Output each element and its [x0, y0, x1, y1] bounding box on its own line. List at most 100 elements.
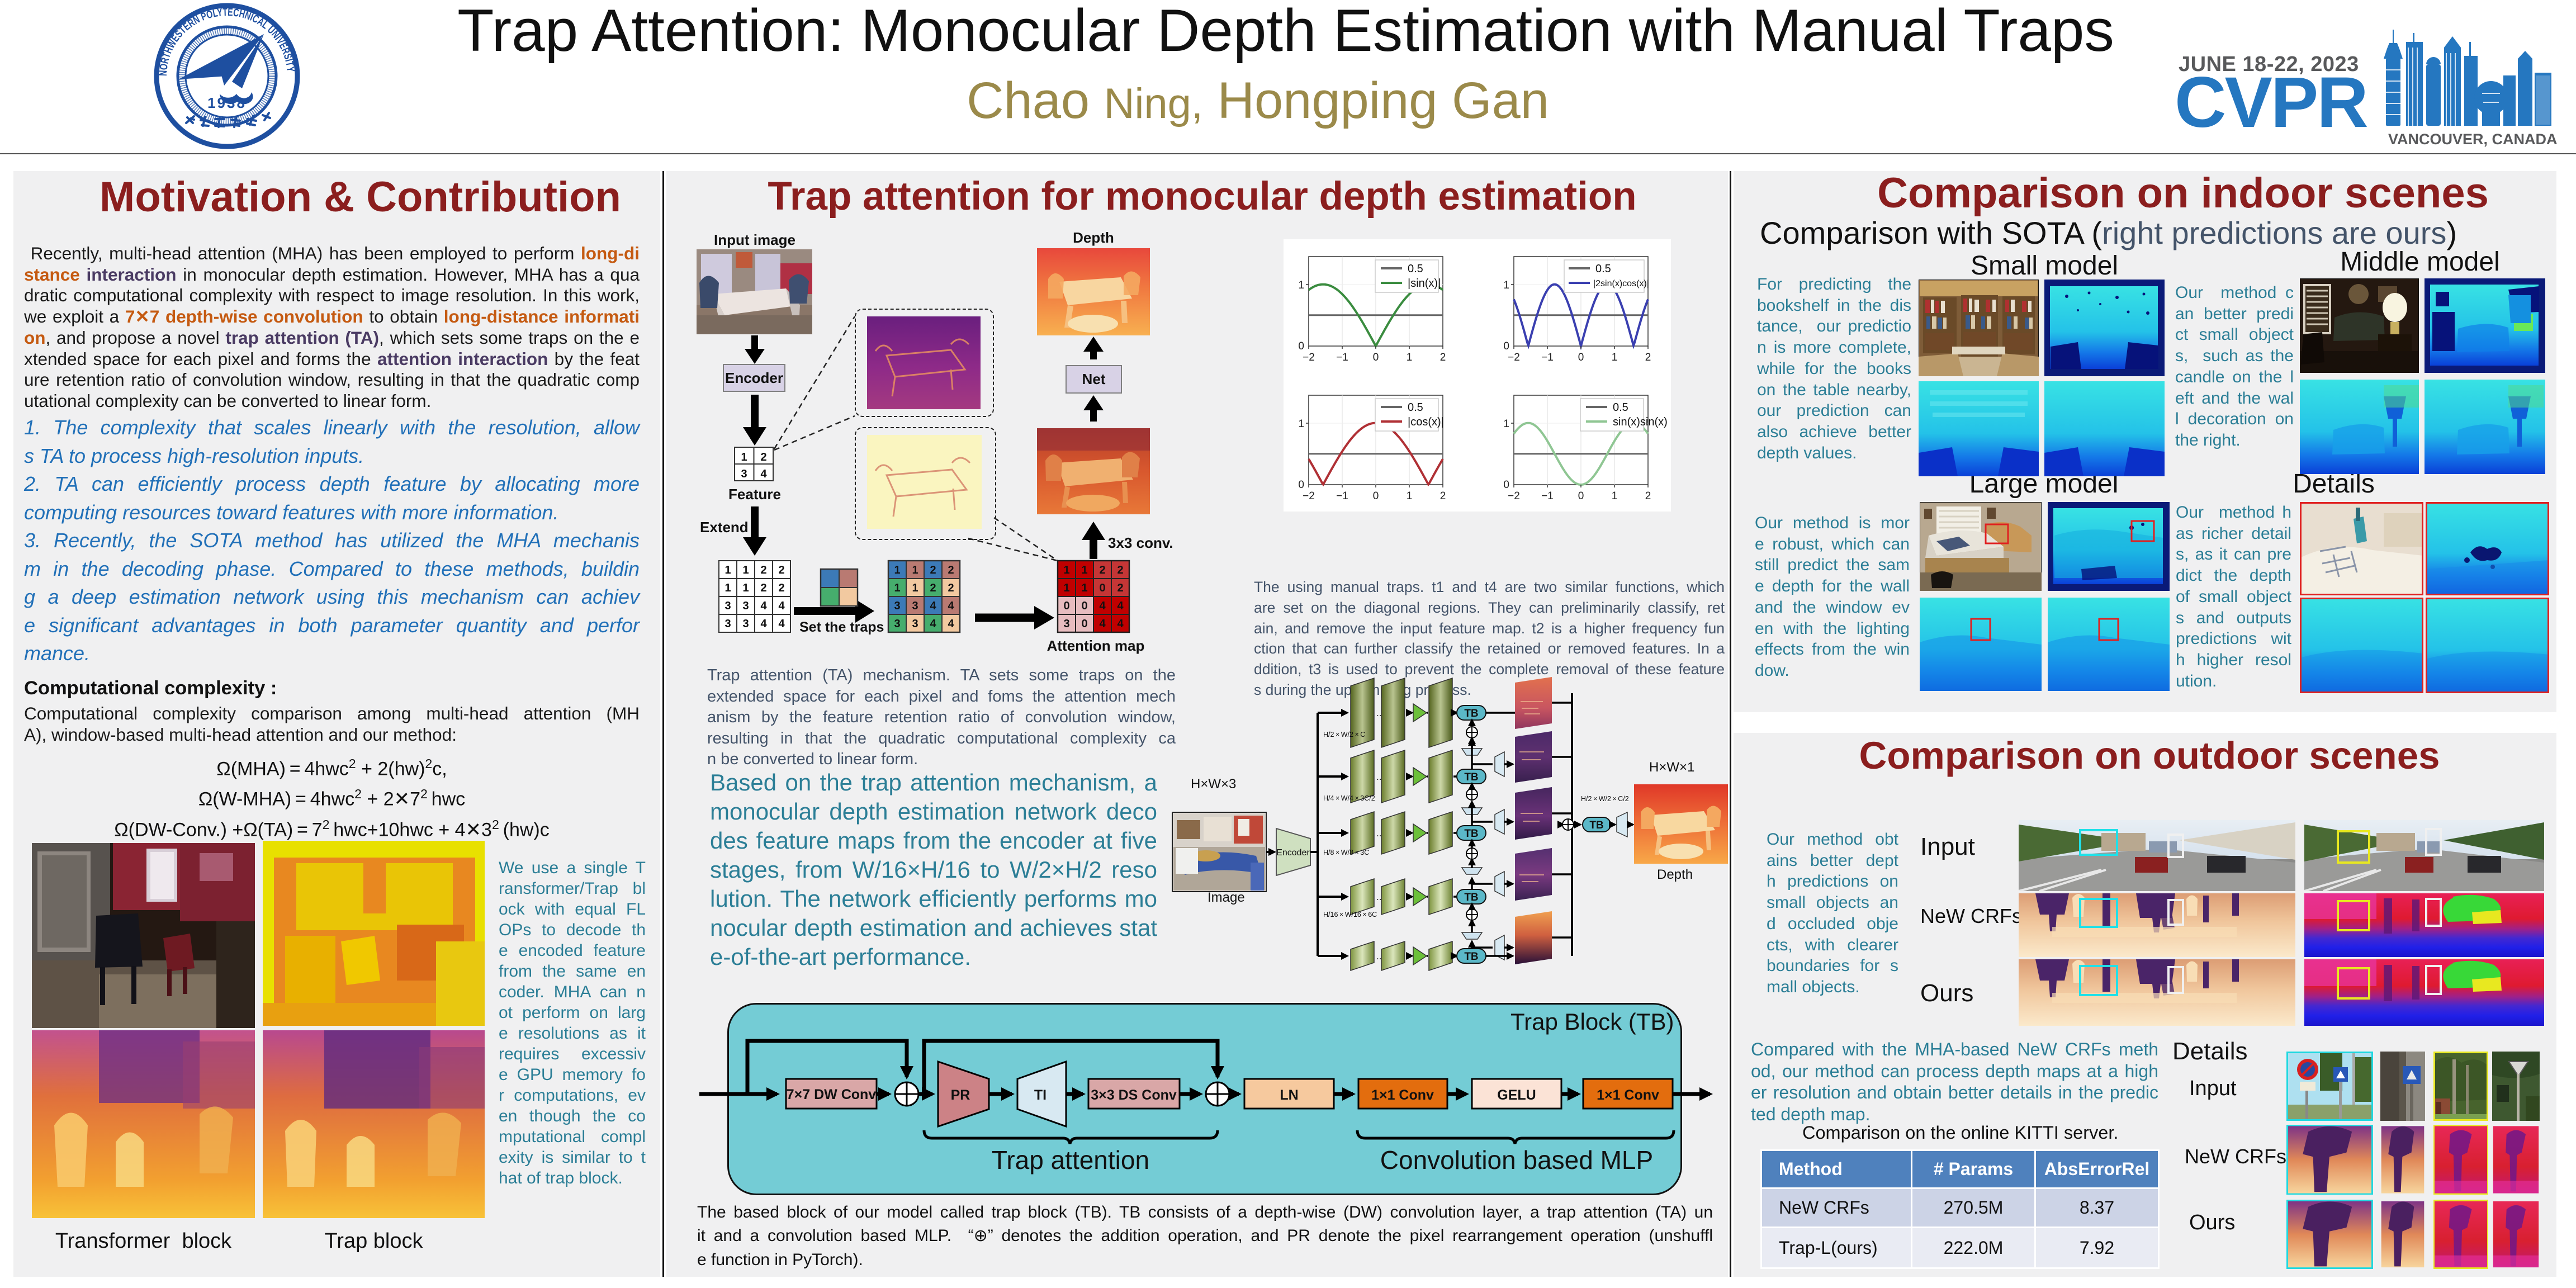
svg-text:0: 0 [1373, 490, 1379, 502]
svg-text:0: 0 [1081, 600, 1087, 612]
svg-text:2: 2 [1117, 582, 1123, 594]
svg-text:3×3 DS Conv: 3×3 DS Conv [1091, 1087, 1177, 1103]
svg-text:4: 4 [948, 618, 954, 630]
svg-text:TB: TB [1464, 708, 1478, 719]
svg-text:H/2 × W/2 × C/2: H/2 × W/2 × C/2 [1581, 795, 1629, 803]
svg-text:..: .. [1376, 892, 1381, 902]
svg-text:1: 1 [1081, 582, 1087, 594]
svg-text:0: 0 [1503, 340, 1509, 352]
svg-text:1: 1 [741, 451, 747, 463]
svg-text:4: 4 [778, 618, 785, 630]
svg-text:H/4 × W/4 × 3C/2: H/4 × W/4 × 3C/2 [1323, 794, 1375, 802]
svg-text:2: 2 [1645, 352, 1651, 363]
svg-text:2: 2 [1099, 564, 1105, 576]
svg-text:0: 0 [1578, 352, 1584, 363]
svg-text:..: .. [1376, 771, 1381, 782]
svg-text:..: .. [1376, 951, 1381, 962]
svg-text:2: 2 [760, 451, 766, 463]
svg-text:TB: TB [1464, 892, 1478, 903]
svg-text:2: 2 [948, 582, 954, 594]
svg-text:1: 1 [1081, 564, 1087, 576]
svg-text:−2: −2 [1508, 490, 1520, 502]
svg-text:Convolution based MLP: Convolution based MLP [1380, 1145, 1653, 1175]
svg-text:sin(x)sin(x): sin(x)sin(x) [1613, 416, 1668, 428]
svg-text:2: 2 [930, 582, 936, 594]
svg-text:1: 1 [1612, 490, 1618, 502]
svg-text:0: 0 [1099, 582, 1105, 594]
svg-text:4: 4 [1117, 600, 1124, 612]
svg-text:−1: −1 [1541, 490, 1554, 502]
svg-text:1: 1 [1407, 490, 1413, 502]
svg-text:Image: Image [1208, 890, 1245, 905]
svg-text:1: 1 [1612, 352, 1618, 363]
svg-text:TI: TI [1034, 1087, 1046, 1103]
svg-text:4: 4 [760, 468, 767, 480]
svg-text:1: 1 [1503, 280, 1509, 291]
svg-text:..: .. [1376, 828, 1381, 839]
svg-text:1: 1 [724, 564, 731, 576]
svg-text:0: 0 [1298, 340, 1304, 352]
svg-text:−1: −1 [1336, 352, 1348, 363]
svg-text:1×1 Conv: 1×1 Conv [1371, 1087, 1434, 1103]
svg-text:Trap attention: Trap attention [992, 1145, 1149, 1175]
svg-text:1: 1 [1063, 564, 1069, 576]
svg-text:1: 1 [1298, 418, 1304, 430]
svg-text:1: 1 [912, 582, 918, 594]
svg-text:1: 1 [724, 582, 731, 594]
svg-text:2: 2 [760, 564, 766, 576]
svg-text:2: 2 [778, 582, 784, 594]
svg-text:2: 2 [1440, 490, 1446, 502]
svg-text:TB: TB [1464, 828, 1478, 840]
svg-text:0: 0 [1081, 618, 1087, 630]
svg-text:3: 3 [912, 600, 918, 612]
svg-text:7×7 DW Conv: 7×7 DW Conv [787, 1087, 877, 1102]
svg-text:1: 1 [1298, 280, 1304, 291]
svg-text:3: 3 [724, 600, 731, 612]
svg-text:1: 1 [1503, 418, 1509, 430]
svg-text:1: 1 [894, 582, 900, 594]
svg-text:TB: TB [1464, 951, 1478, 963]
svg-text:GELU: GELU [1497, 1087, 1536, 1103]
svg-text:3: 3 [742, 618, 749, 630]
svg-text:TB: TB [1589, 820, 1603, 831]
svg-text:4: 4 [1099, 618, 1106, 630]
svg-text:2: 2 [760, 582, 766, 594]
svg-text:3: 3 [741, 468, 747, 480]
svg-text:H/8 × W/8 × 3C: H/8 × W/8 × 3C [1323, 849, 1369, 856]
svg-text:1: 1 [1407, 352, 1413, 363]
svg-text:1: 1 [894, 564, 900, 576]
svg-text:3: 3 [742, 600, 749, 612]
svg-text:1: 1 [742, 582, 749, 594]
svg-text:4: 4 [948, 600, 954, 612]
svg-text:1938: 1938 [207, 94, 247, 111]
svg-text:4: 4 [930, 618, 936, 630]
svg-text:H×W×1: H×W×1 [1649, 760, 1694, 775]
svg-text:3: 3 [894, 618, 900, 630]
svg-text:−2: −2 [1508, 352, 1520, 363]
svg-text:4: 4 [760, 618, 767, 630]
svg-text:H/16 × W/16 × 6C: H/16 × W/16 × 6C [1323, 911, 1377, 918]
svg-text:1: 1 [912, 564, 918, 576]
svg-text:0: 0 [1373, 352, 1379, 363]
svg-text:2: 2 [948, 564, 954, 576]
svg-text:Encoder: Encoder [1276, 848, 1310, 858]
svg-text:−2: −2 [1303, 352, 1315, 363]
svg-text:2: 2 [778, 564, 784, 576]
svg-text:0.5: 0.5 [1408, 401, 1423, 414]
svg-text:4: 4 [778, 600, 785, 612]
svg-text:..: .. [1376, 708, 1381, 718]
svg-text:1×1 Conv: 1×1 Conv [1597, 1087, 1659, 1103]
svg-text:1: 1 [742, 564, 749, 576]
svg-text:−2: −2 [1303, 490, 1315, 502]
svg-text:3: 3 [894, 600, 900, 612]
svg-text:2: 2 [1645, 490, 1651, 502]
svg-text:0.5: 0.5 [1595, 263, 1611, 275]
svg-text:TB: TB [1464, 771, 1478, 783]
svg-text:3: 3 [912, 618, 918, 630]
svg-text:4: 4 [930, 600, 936, 612]
svg-text:|sin(x)|: |sin(x)| [1408, 277, 1441, 290]
svg-text:−1: −1 [1541, 352, 1554, 363]
svg-text:0: 0 [1063, 600, 1069, 612]
svg-text:4: 4 [1099, 600, 1106, 612]
svg-text:2: 2 [1117, 564, 1123, 576]
